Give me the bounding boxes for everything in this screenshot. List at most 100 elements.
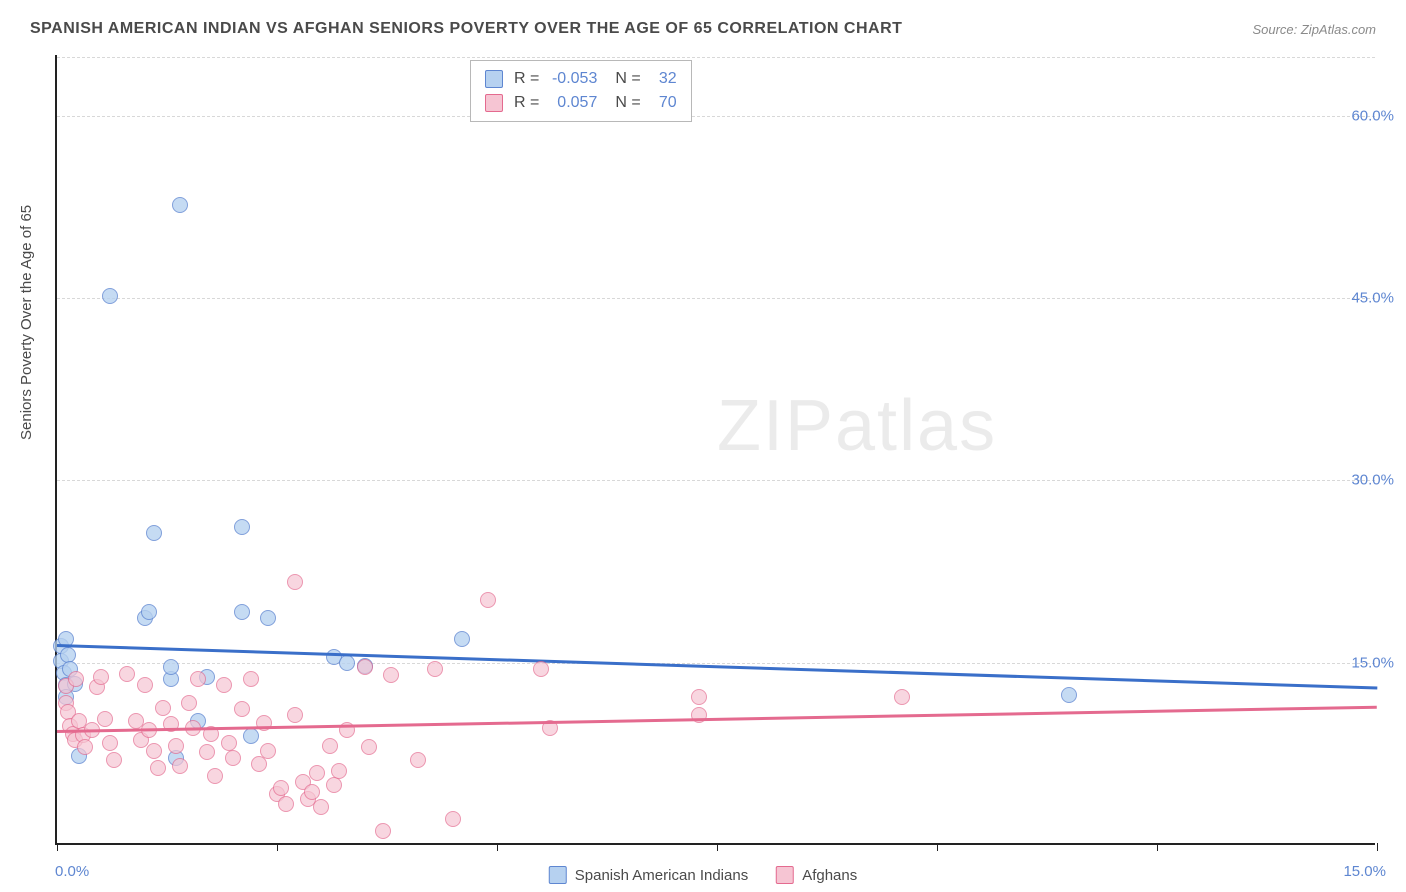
trend-line <box>57 705 1377 732</box>
data-point <box>533 661 549 677</box>
data-point <box>163 659 179 675</box>
data-point <box>304 784 320 800</box>
gridline <box>57 663 1375 664</box>
data-point <box>77 739 93 755</box>
data-point <box>97 711 113 727</box>
r-value: 0.057 <box>547 94 597 112</box>
data-point <box>445 811 461 827</box>
data-point <box>260 610 276 626</box>
gridline <box>57 57 1375 58</box>
data-point <box>410 752 426 768</box>
n-value: 70 <box>649 94 677 112</box>
data-point <box>146 525 162 541</box>
data-point <box>221 735 237 751</box>
legend-row: R = -0.053 N = 32 <box>485 67 677 91</box>
data-point <box>102 288 118 304</box>
gridline <box>57 480 1375 481</box>
data-point <box>234 519 250 535</box>
y-tick-label: 30.0% <box>1351 472 1394 489</box>
y-axis-label: Seniors Poverty Over the Age of 65 <box>18 205 35 440</box>
data-point <box>102 735 118 751</box>
data-point <box>234 701 250 717</box>
source-attribution: Source: ZipAtlas.com <box>1252 22 1376 37</box>
data-point <box>287 574 303 590</box>
legend-swatch <box>485 70 503 88</box>
x-tick <box>277 843 278 851</box>
data-point <box>454 631 470 647</box>
x-tick <box>57 843 58 851</box>
data-point <box>251 756 267 772</box>
correlation-legend: R = -0.053 N = 32 R = 0.057 N = 70 <box>470 60 692 122</box>
legend-row: R = 0.057 N = 70 <box>485 91 677 115</box>
data-point <box>190 671 206 687</box>
data-point <box>146 743 162 759</box>
data-point <box>357 659 373 675</box>
data-point <box>216 677 232 693</box>
r-label: R = <box>514 94 539 112</box>
data-point <box>278 796 294 812</box>
data-point <box>155 700 171 716</box>
data-point <box>243 728 259 744</box>
legend-swatch <box>549 866 567 884</box>
data-point <box>480 592 496 608</box>
data-point <box>119 666 135 682</box>
data-point <box>243 671 259 687</box>
data-point <box>172 758 188 774</box>
legend-label: Afghans <box>802 867 857 884</box>
data-point <box>181 695 197 711</box>
x-tick <box>717 843 718 851</box>
data-point <box>168 738 184 754</box>
y-tick-label: 45.0% <box>1351 290 1394 307</box>
data-point <box>93 669 109 685</box>
y-tick-label: 15.0% <box>1351 654 1394 671</box>
data-point <box>150 760 166 776</box>
data-point <box>260 743 276 759</box>
data-point <box>427 661 443 677</box>
data-point <box>141 604 157 620</box>
gridline <box>57 116 1375 117</box>
data-point <box>172 197 188 213</box>
data-point <box>322 738 338 754</box>
data-point <box>339 655 355 671</box>
legend-item: Afghans <box>776 866 857 884</box>
data-point <box>331 763 347 779</box>
legend-swatch <box>776 866 794 884</box>
data-point <box>287 707 303 723</box>
x-tick <box>1157 843 1158 851</box>
r-value: -0.053 <box>547 70 597 88</box>
data-point <box>225 750 241 766</box>
data-point <box>375 823 391 839</box>
data-point <box>691 707 707 723</box>
scatter-plot-area: ZIPatlas <box>55 55 1375 845</box>
n-value: 32 <box>649 70 677 88</box>
x-tick <box>1377 843 1378 851</box>
n-label: N = <box>615 94 640 112</box>
n-label: N = <box>615 70 640 88</box>
series-legend: Spanish American Indians Afghans <box>543 864 863 886</box>
legend-swatch <box>485 94 503 112</box>
r-label: R = <box>514 70 539 88</box>
data-point <box>207 768 223 784</box>
data-point <box>199 744 215 760</box>
legend-label: Spanish American Indians <box>575 867 748 884</box>
x-axis-max-label: 15.0% <box>1343 863 1386 880</box>
data-point <box>60 647 76 663</box>
chart-title: SPANISH AMERICAN INDIAN VS AFGHAN SENIOR… <box>30 20 902 38</box>
data-point <box>691 689 707 705</box>
legend-item: Spanish American Indians <box>549 866 748 884</box>
x-tick <box>937 843 938 851</box>
data-point <box>137 677 153 693</box>
data-point <box>309 765 325 781</box>
data-point <box>383 667 399 683</box>
data-point <box>894 689 910 705</box>
x-tick <box>497 843 498 851</box>
x-axis-min-label: 0.0% <box>55 863 89 880</box>
data-point <box>313 799 329 815</box>
data-point <box>1061 687 1077 703</box>
data-point <box>273 780 289 796</box>
y-tick-label: 60.0% <box>1351 107 1394 124</box>
data-point <box>106 752 122 768</box>
gridline <box>57 298 1375 299</box>
data-point <box>361 739 377 755</box>
watermark: ZIPatlas <box>717 385 997 467</box>
